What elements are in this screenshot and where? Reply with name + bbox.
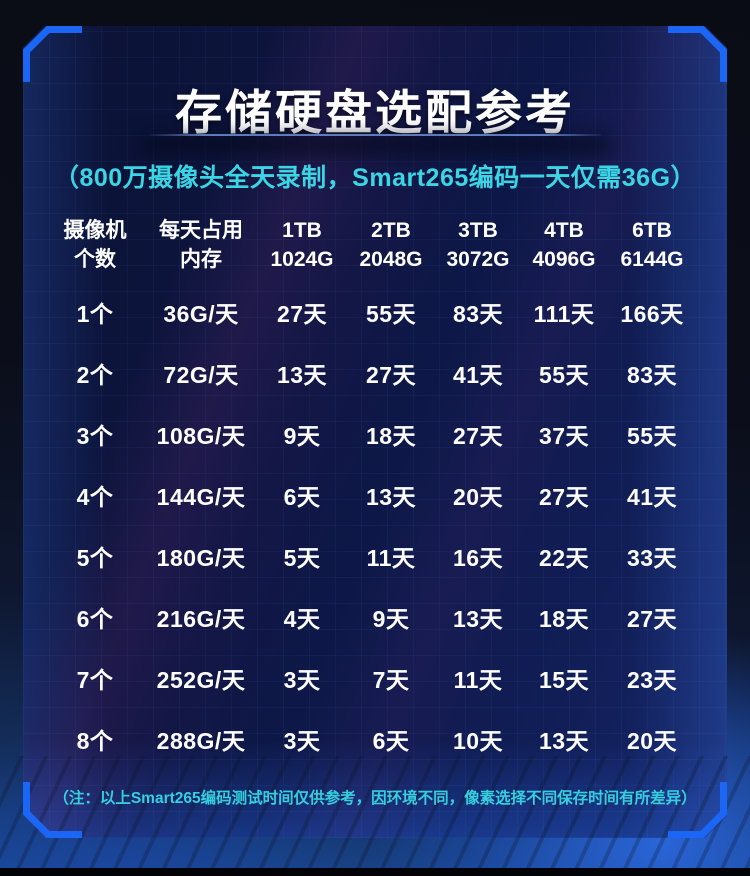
table-cell: 3天 <box>283 666 321 693</box>
table-cell: 2个 <box>76 361 114 388</box>
column-header-line2: 4096G <box>532 248 596 271</box>
table-cell: 37天 <box>538 422 590 449</box>
table-cell: 166天 <box>620 300 684 327</box>
footnote: （注：以上Smart265编码测试时间仅供参考，因环境不同，像素选择不同保存时间… <box>53 790 697 807</box>
table-header-row: 摄像机 个数 每天占用 内存 1TB 1024G 2TB 2048G 3TB 3072G 4TB 40… <box>45 216 697 274</box>
table-cell: 27天 <box>365 361 417 388</box>
title-underline <box>149 134 601 136</box>
column-header-line2: 个数 <box>74 248 116 271</box>
column-header-line2: 1024G <box>270 248 334 271</box>
table-row: 7个 252G/天 3天 7天 11天 15天 23天 <box>45 647 697 708</box>
table-cell: 180G/天 <box>156 544 246 571</box>
table-cell: 111天 <box>533 300 595 327</box>
table-cell: 15天 <box>538 666 590 693</box>
table-cell: 108G/天 <box>156 422 246 449</box>
table-cell: 1个 <box>76 300 114 327</box>
table-cell: 288G/天 <box>156 727 246 754</box>
column-header-line1: 1TB <box>282 219 322 242</box>
column-header: 1TB 1024G <box>257 216 347 274</box>
subtitle: （800万摄像头全天录制，Smart265编码一天仅需36G） <box>53 164 697 192</box>
bottom-edge-strip <box>0 868 750 876</box>
table-cell: 6天 <box>372 727 410 754</box>
table-cell: 13天 <box>538 727 590 754</box>
table-cell: 7天 <box>372 666 410 693</box>
table-body: 1个 36G/天 27天 55天 83天 111天 166天 2个 72G/天 13天 27天 41天… <box>45 281 697 769</box>
column-header-line1: 每天占用 <box>159 219 243 242</box>
table-cell: 83天 <box>452 300 504 327</box>
table-cell: 3天 <box>283 727 321 754</box>
column-header-line2: 6144G <box>620 248 684 271</box>
table-cell: 144G/天 <box>156 483 246 510</box>
table-cell: 216G/天 <box>156 605 246 632</box>
table-cell: 55天 <box>626 422 678 449</box>
storage-reference-table: 摄像机 个数 每天占用 内存 1TB 1024G 2TB 2048G 3TB 3072G 4TB 40… <box>45 216 697 769</box>
column-header-line1: 6TB <box>632 219 672 242</box>
column-header: 每天占用 内存 <box>145 216 257 274</box>
column-header: 4TB 4096G <box>521 216 607 274</box>
column-header: 6TB 6144G <box>607 216 697 274</box>
table-cell: 7个 <box>76 666 114 693</box>
table-row: 2个 72G/天 13天 27天 41天 55天 83天 <box>45 342 697 403</box>
table-row: 8个 288G/天 3天 6天 10天 13天 20天 <box>45 708 697 769</box>
table-cell: 27天 <box>276 300 328 327</box>
table-cell: 9天 <box>283 422 321 449</box>
table-row: 1个 36G/天 27天 55天 83天 111天 166天 <box>45 281 697 342</box>
table-cell: 13天 <box>276 361 328 388</box>
table-cell: 10天 <box>452 727 504 754</box>
table-cell: 5天 <box>283 544 321 571</box>
column-header-line1: 2TB <box>371 219 411 242</box>
table-row: 3个 108G/天 9天 18天 27天 37天 55天 <box>45 403 697 464</box>
table-cell: 6天 <box>283 483 321 510</box>
table-cell: 41天 <box>452 361 504 388</box>
table-cell: 23天 <box>626 666 678 693</box>
table-cell: 41天 <box>626 483 678 510</box>
table-cell: 27天 <box>538 483 590 510</box>
column-header-line2: 2048G <box>359 248 423 271</box>
column-header-line1: 4TB <box>544 219 584 242</box>
column-header-line1: 摄像机 <box>63 219 127 242</box>
table-cell: 20天 <box>626 727 678 754</box>
table-cell: 13天 <box>365 483 417 510</box>
column-header-line1: 3TB <box>458 219 498 242</box>
table-row: 5个 180G/天 5天 11天 16天 22天 33天 <box>45 525 697 586</box>
table-cell: 9天 <box>372 605 410 632</box>
table-cell: 18天 <box>365 422 417 449</box>
table-cell: 16天 <box>452 544 504 571</box>
column-header: 2TB 2048G <box>347 216 435 274</box>
page-title: 存储硬盘选配参考 <box>175 86 575 139</box>
table-cell: 4天 <box>283 605 321 632</box>
column-header: 3TB 3072G <box>435 216 521 274</box>
table-cell: 22天 <box>538 544 590 571</box>
table-cell: 55天 <box>538 361 590 388</box>
table-cell: 27天 <box>452 422 504 449</box>
column-header: 摄像机 个数 <box>45 216 145 274</box>
table-cell: 55天 <box>365 300 417 327</box>
table-cell: 18天 <box>538 605 590 632</box>
table-row: 4个 144G/天 6天 13天 20天 27天 41天 <box>45 464 697 525</box>
table-row: 6个 216G/天 4天 9天 13天 18天 27天 <box>45 586 697 647</box>
table-cell: 72G/天 <box>163 361 239 388</box>
table-cell: 4个 <box>76 483 114 510</box>
table-cell: 83天 <box>626 361 678 388</box>
table-cell: 36G/天 <box>163 300 239 327</box>
column-header-line2: 内存 <box>180 248 222 271</box>
table-cell: 5个 <box>76 544 114 571</box>
table-cell: 33天 <box>626 544 678 571</box>
table-cell: 27天 <box>626 605 678 632</box>
column-header-line2: 3072G <box>446 248 510 271</box>
table-cell: 11天 <box>453 666 503 693</box>
table-cell: 3个 <box>76 422 114 449</box>
table-cell: 20天 <box>452 483 504 510</box>
table-cell: 8个 <box>76 727 114 754</box>
table-cell: 252G/天 <box>156 666 246 693</box>
table-cell: 11天 <box>366 544 416 571</box>
table-cell: 6个 <box>76 605 114 632</box>
table-cell: 13天 <box>452 605 504 632</box>
